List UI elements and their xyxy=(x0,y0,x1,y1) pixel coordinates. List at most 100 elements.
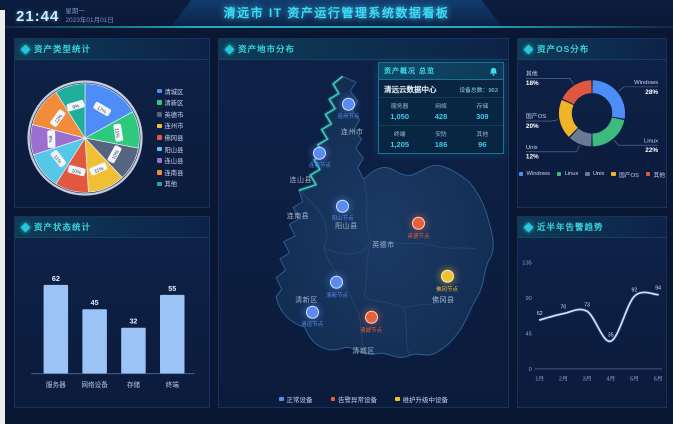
map-landmass xyxy=(275,74,494,358)
map-marker-normal[interactable]: 连州节点 xyxy=(337,97,360,121)
region-label: 清新区 xyxy=(295,296,318,304)
clock-time: 21:44 xyxy=(16,7,60,25)
svg-text:32: 32 xyxy=(129,318,137,326)
panel-icon xyxy=(523,44,534,54)
svg-text:网络设备: 网络设备 xyxy=(81,380,108,389)
legend-label: 其他 xyxy=(164,181,178,189)
legend-item: Windows xyxy=(518,170,550,179)
legend-dot xyxy=(556,171,562,177)
stat-cell: 存储 309 xyxy=(462,98,503,125)
stat-cell: 网络 428 xyxy=(420,98,461,125)
header-divider xyxy=(0,26,673,28)
legend-dot xyxy=(157,123,162,129)
legend-dot xyxy=(157,100,162,105)
legend-dot xyxy=(518,171,524,177)
legend-dot xyxy=(157,112,162,117)
card-subtitle-value: 设备总数：963 xyxy=(459,88,498,94)
svg-text:6月: 6月 xyxy=(654,376,663,383)
region-label: 连山县 xyxy=(289,177,313,185)
card-stats: 服务器 1,050 网络 428 存储 309 终端 1,205 安防 186 其他 96 xyxy=(379,97,503,153)
legend-item: 其他 xyxy=(645,170,665,179)
region-label: 佛冈县 xyxy=(432,296,455,304)
legend-label: Unix xyxy=(592,171,605,178)
stat-value: 96 xyxy=(478,140,487,149)
svg-text:11%: 11% xyxy=(52,154,63,166)
marker-dot xyxy=(440,270,454,284)
legend-dot xyxy=(330,396,335,402)
legend-item: 连南县 xyxy=(157,168,183,177)
svg-text:35: 35 xyxy=(608,332,614,338)
region-label: 清城区 xyxy=(352,348,375,356)
card-title: 资产概况 总览 xyxy=(384,68,435,75)
svg-text:135: 135 xyxy=(522,260,532,266)
svg-text:9%: 9% xyxy=(47,135,53,143)
clock-weekday: 星期一 xyxy=(65,8,85,15)
svg-text:45: 45 xyxy=(91,299,99,307)
svg-text:10%: 10% xyxy=(71,167,83,175)
svg-text:Linux: Linux xyxy=(644,138,658,144)
svg-text:55: 55 xyxy=(168,285,176,293)
map-marker-maint[interactable]: 佛冈节点 xyxy=(436,270,458,293)
region-label: 英德市 xyxy=(372,241,395,249)
legend-label: Windows xyxy=(526,171,550,178)
map-marker-alarm[interactable]: 清城节点 xyxy=(360,311,382,334)
marker-dot xyxy=(364,311,378,325)
legend-item: Linux xyxy=(556,170,579,179)
clock: 21:44 星期一 2023年01月01日 xyxy=(16,7,114,26)
marker-label: 阳山节点 xyxy=(331,216,354,223)
region-label: 阳山县 xyxy=(335,222,358,230)
map-marker-normal[interactable]: 清新节点 xyxy=(326,275,348,298)
header: 21:44 星期一 2023年01月01日 清远市 IT 资产运行管理系统数据看… xyxy=(0,0,673,34)
svg-text:其他: 其他 xyxy=(526,69,538,77)
svg-text:90: 90 xyxy=(525,296,531,302)
svg-text:11%: 11% xyxy=(94,165,106,174)
panel-asset-type-header: 资产类型统计 xyxy=(15,39,209,60)
legend-item: 连州市 xyxy=(157,121,183,130)
map-marker-alarm[interactable]: 英德节点 xyxy=(407,217,430,240)
map-marker-normal[interactable]: 阳山节点 xyxy=(331,199,354,223)
stat-value: 1,205 xyxy=(390,140,410,149)
legend-label: 连州市 xyxy=(164,123,184,131)
panel-icon xyxy=(523,222,534,232)
legend-dot xyxy=(279,396,284,402)
legend-item: 英德市 xyxy=(157,110,183,119)
map-body: 连州市 连山县 连南县 阳山县 英德市 清新区 佛冈县 清城区 连州节点 连南节点 阳山节点 英德节点… xyxy=(219,60,508,407)
panel-trend: 近半年告警趋势 0 45 90 135 1月 2月 3月 4月 5月 6月 62 70 73 35 92 94 xyxy=(517,216,667,408)
panel-trend-header: 近半年告警趋势 xyxy=(518,217,666,238)
pie-slices xyxy=(30,82,140,193)
svg-text:0: 0 xyxy=(529,367,532,373)
legend-label: 国产OS xyxy=(618,172,639,179)
alarm-trend-line-chart: 0 45 90 135 1月 2月 3月 4月 5月 6月 62 70 73 35 92 94 xyxy=(522,260,663,383)
marker-label: 英德节点 xyxy=(407,233,430,240)
legend-dot xyxy=(585,171,590,177)
panel-asset-type: 资产类型统计 17% 11% 10% 11% 10% 11% 9% 12% 9% 清城区 清新区英… xyxy=(14,38,210,208)
svg-text:22%: 22% xyxy=(645,147,658,154)
bell-icon[interactable] xyxy=(489,67,498,76)
legend-label: Linux xyxy=(564,171,579,178)
svg-text:12%: 12% xyxy=(54,112,65,124)
marker-label: 连州节点 xyxy=(337,114,360,121)
stat-value: 186 xyxy=(434,140,448,149)
card-header: 资产概况 总览 xyxy=(379,63,503,80)
stat-label: 网络 xyxy=(435,104,447,110)
legend-item: 佛冈县 xyxy=(157,133,183,142)
marker-label: 清城节点 xyxy=(360,327,383,334)
pie-legend: 清城区 清新区 英德市 连州市 佛冈县 阳山县 连山县 连南县 其他 xyxy=(157,87,184,189)
legend-label: 清新区 xyxy=(164,100,184,108)
panel-icon xyxy=(20,44,31,54)
asset-overview-card: 资产概况 总览 清远云数据中心 设备总数：963 服务器 1,050 网络 428 存储… xyxy=(378,62,504,154)
legend-label: 维护升级中设备 xyxy=(402,397,449,404)
page-edge xyxy=(0,10,5,424)
stat-value: 428 xyxy=(434,112,448,121)
panel-map: 资产地市分布 xyxy=(218,38,509,408)
panel-map-header: 资产地市分布 xyxy=(219,39,508,60)
legend-item: 正常设备 xyxy=(279,394,313,404)
map-marker-normal[interactable]: 清远节点 xyxy=(301,305,323,328)
svg-text:终端: 终端 xyxy=(166,380,180,389)
marker-dot xyxy=(330,275,344,289)
svg-text:94: 94 xyxy=(655,286,661,292)
stat-cell: 服务器 1,050 xyxy=(379,98,420,125)
map-north-highlight xyxy=(298,74,344,193)
map-marker-normal[interactable]: 连南节点 xyxy=(309,146,331,169)
